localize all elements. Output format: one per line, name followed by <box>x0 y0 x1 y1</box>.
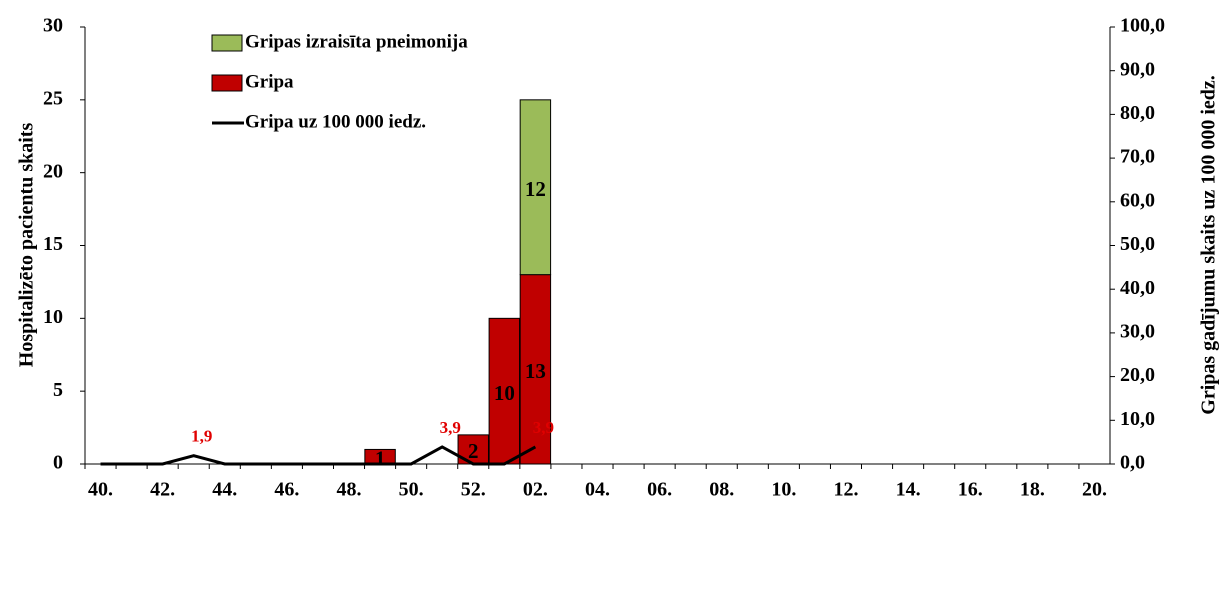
bar-label: 2 <box>468 439 479 463</box>
y-tick-label: 30 <box>43 15 63 37</box>
y2-tick-label: 20,0 <box>1120 364 1155 386</box>
bar-segment <box>519 99 552 276</box>
line-label: 3,9 <box>440 418 461 437</box>
x-tick-label: 50. <box>399 479 424 501</box>
legend-swatch <box>211 74 243 92</box>
legend-label: Gripa <box>245 71 294 92</box>
bar-segment <box>488 317 521 465</box>
y-tick-label: 10 <box>43 306 63 328</box>
y2-axis-title: Gripas gadījumu skaits uz 100 000 iedz. <box>1198 75 1220 414</box>
y2-tick-label: 100,0 <box>1120 15 1165 37</box>
x-tick-label: 02. <box>523 479 548 501</box>
y-tick-label: 20 <box>43 160 63 182</box>
line-label: 3,9 <box>533 418 554 437</box>
y2-tick-label: 80,0 <box>1120 102 1155 124</box>
x-tick-label: 08. <box>709 479 734 501</box>
x-tick-label: 52. <box>461 479 486 501</box>
y-tick-label: 15 <box>43 233 63 255</box>
legend-swatch <box>211 34 243 52</box>
legend-label: Gripa uz 100 000 iedz. <box>245 111 426 132</box>
y2-tick-label: 40,0 <box>1120 277 1155 299</box>
y2-tick-label: 60,0 <box>1120 189 1155 211</box>
bar-label: 1 <box>375 447 386 471</box>
y-tick-label: 5 <box>53 379 63 401</box>
bar-label: 12 <box>525 177 546 201</box>
y-tick-label: 25 <box>43 87 63 109</box>
bar-segment <box>519 274 552 465</box>
legend-label: Gripas izraisīta pneimonija <box>245 31 468 52</box>
y2-tick-label: 50,0 <box>1120 233 1155 255</box>
line-label: 1,9 <box>191 427 212 446</box>
x-tick-label: 40. <box>88 479 113 501</box>
x-tick-label: 04. <box>585 479 610 501</box>
y-axis-title: Hospitalizēto pacientu skaits <box>16 123 38 368</box>
y2-tick-label: 30,0 <box>1120 320 1155 342</box>
x-tick-label: 18. <box>1020 479 1045 501</box>
x-tick-label: 20. <box>1082 479 1107 501</box>
x-tick-label: 12. <box>833 479 858 501</box>
x-tick-label: 16. <box>958 479 983 501</box>
y2-tick-label: 70,0 <box>1120 146 1155 168</box>
line-series <box>100 445 537 466</box>
x-tick-label: 10. <box>771 479 796 501</box>
y2-tick-label: 0,0 <box>1120 452 1145 474</box>
bar-label: 10 <box>494 381 515 405</box>
x-tick-label: 46. <box>274 479 299 501</box>
bar-segment <box>457 434 489 465</box>
y2-tick-label: 90,0 <box>1120 58 1155 80</box>
x-tick-label: 42. <box>150 479 175 501</box>
x-tick-label: 06. <box>647 479 672 501</box>
bar-label: 13 <box>525 359 546 383</box>
x-tick-label: 14. <box>896 479 921 501</box>
x-tick-label: 44. <box>212 479 237 501</box>
y-tick-label: 0 <box>53 452 63 474</box>
x-tick-label: 48. <box>337 479 362 501</box>
y2-tick-label: 10,0 <box>1120 408 1155 430</box>
